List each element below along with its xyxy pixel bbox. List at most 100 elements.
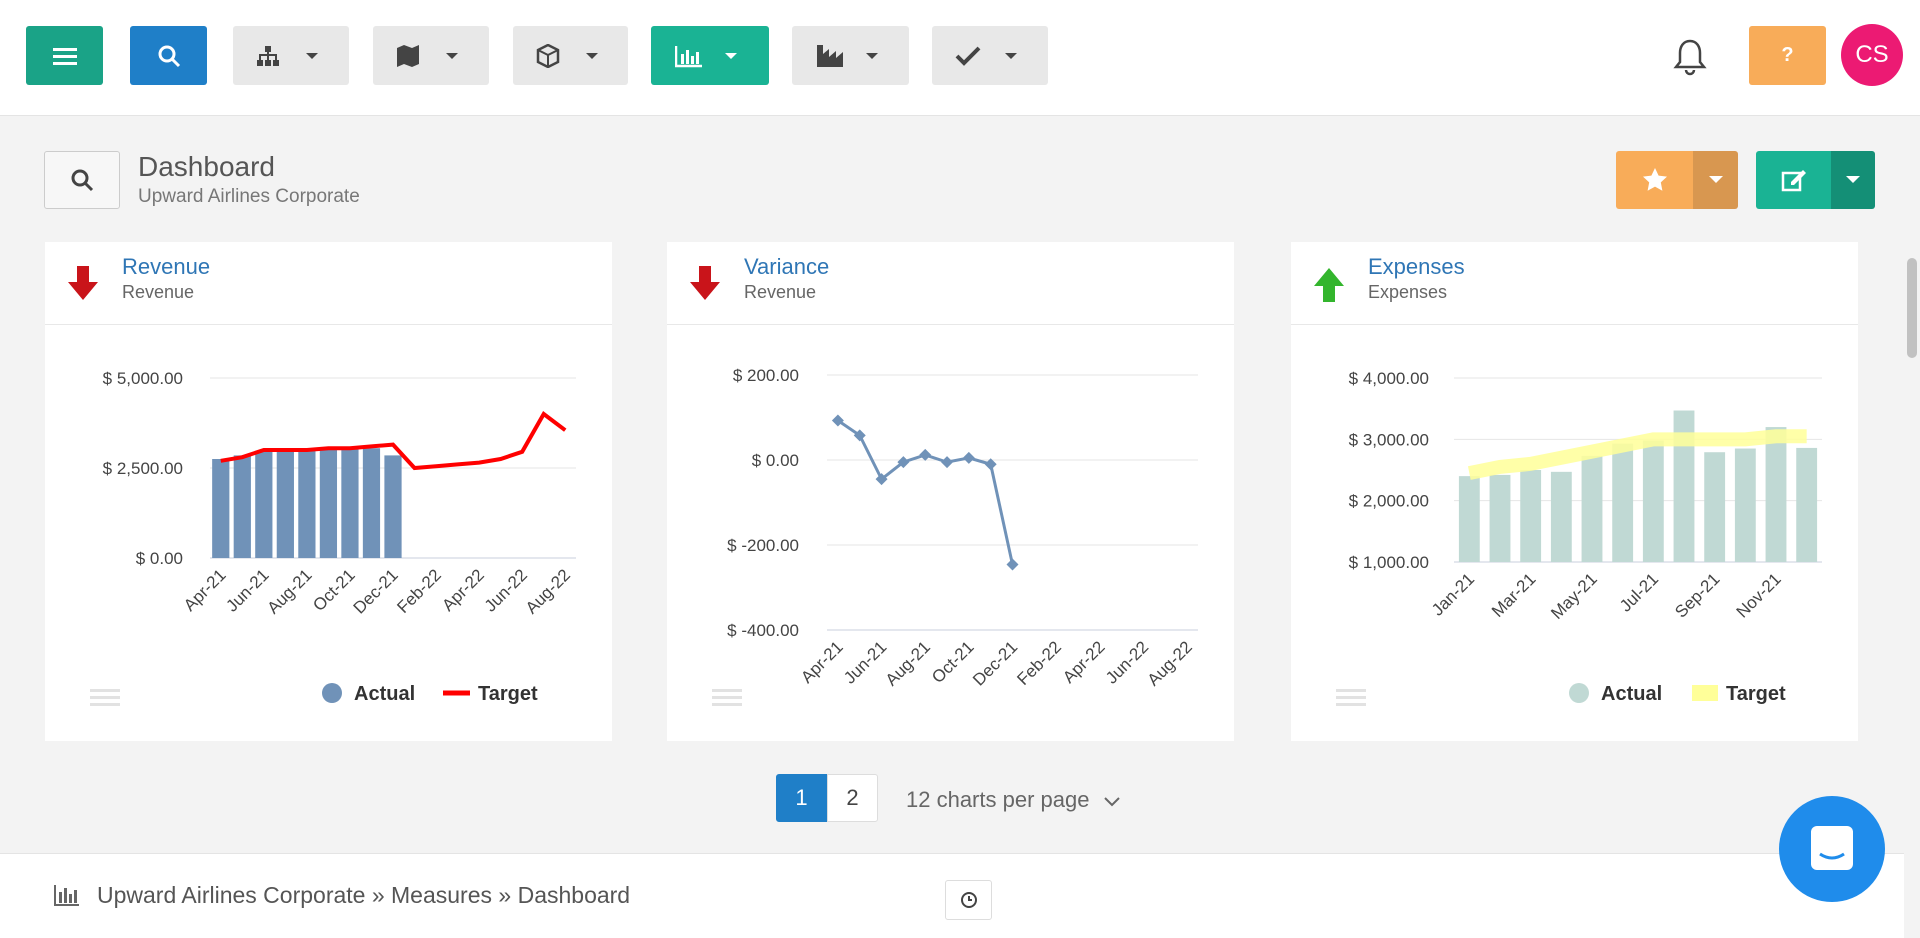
card-subtitle: Revenue: [122, 282, 195, 302]
drag-handle: [90, 689, 120, 692]
cube-menu[interactable]: [513, 26, 628, 85]
point-marker: [941, 456, 954, 469]
card-title[interactable]: Variance: [744, 254, 830, 279]
point-marker: [984, 458, 997, 471]
x-tick-label: Aug-22: [1144, 637, 1196, 689]
charts-menu[interactable]: [651, 26, 769, 85]
target-band: [1467, 429, 1807, 480]
search-button[interactable]: [130, 26, 207, 85]
x-tick-label: Dec-21: [969, 637, 1021, 689]
bar: [319, 450, 338, 558]
favorite-button[interactable]: [1616, 151, 1738, 209]
hierarchy-menu[interactable]: [233, 26, 349, 85]
dashboard-search[interactable]: [44, 151, 120, 209]
legend-swatch: [322, 683, 342, 703]
card-title[interactable]: Expenses: [1368, 254, 1465, 279]
tasks-menu[interactable]: [932, 26, 1048, 85]
x-tick-label: Oct-21: [309, 565, 359, 615]
x-tick-label: Feb-22: [1013, 637, 1065, 689]
toolbar: ? CS: [0, 0, 1920, 116]
x-tick-label: Jul-21: [1616, 569, 1662, 615]
bar: [1489, 474, 1511, 562]
y-tick-label: $ 5,000.00: [103, 369, 183, 388]
y-tick-label: $ 2,500.00: [103, 459, 183, 478]
drag-handle: [1336, 696, 1366, 699]
point-marker: [919, 448, 932, 461]
bar: [212, 459, 230, 558]
scrollbar: [1904, 242, 1920, 742]
point-marker: [831, 414, 844, 427]
drag-handle: [90, 696, 120, 699]
x-tick-label: Jun-22: [481, 565, 531, 615]
x-tick-label: Nov-21: [1733, 569, 1785, 621]
avatar[interactable]: CS: [1841, 24, 1903, 86]
chart-card: Revenue Revenue $ 0.00 $ 2,500.00 $ 5,000.00…: [45, 242, 612, 741]
y-tick-label: $ 0.00: [752, 451, 799, 470]
x-tick-label: Jun-21: [222, 565, 272, 615]
x-tick-label: Jun-22: [1102, 637, 1152, 687]
bar: [1765, 427, 1787, 562]
bar: [233, 455, 251, 558]
drag-handle: [1336, 689, 1366, 692]
x-tick-label: Apr-22: [438, 565, 488, 615]
per-page-label[interactable]: 12 charts per page: [906, 787, 1090, 812]
page-button[interactable]: 2: [827, 774, 878, 822]
card-subtitle: Expenses: [1368, 282, 1448, 302]
map-menu[interactable]: [373, 26, 489, 85]
bar: [1520, 470, 1542, 562]
legend-swatch: [1569, 683, 1589, 703]
chat-launcher[interactable]: [1779, 796, 1885, 902]
menu-button[interactable]: [26, 26, 103, 85]
y-tick-label: $ 0.00: [136, 549, 183, 568]
legend-label: Actual: [1601, 683, 1662, 705]
line: [220, 411, 567, 471]
x-tick-label: Feb-22: [393, 565, 445, 617]
edit-button[interactable]: [1756, 151, 1875, 209]
y-tick-label: $ -400.00: [727, 621, 799, 640]
chart-card: Variance Revenue $ -400.00 $ -200.00 $ 0.00 $…: [667, 242, 1234, 741]
page-button[interactable]: 1: [776, 774, 827, 822]
bar: [1612, 443, 1634, 562]
bar: [1734, 448, 1756, 562]
help-button[interactable]: ?: [1749, 26, 1826, 85]
drag-handle: [90, 703, 120, 706]
history-button[interactable]: [945, 880, 992, 920]
y-tick-label: $ -200.00: [727, 536, 799, 555]
bar: [1581, 455, 1603, 562]
x-tick-label: Aug-22: [522, 565, 574, 617]
chart: $ -400.00$ -200.00$ 0.00$ 200.00Apr-21Ju…: [712, 366, 1198, 706]
x-tick-label: Apr-22: [1059, 637, 1109, 687]
legend-label: Actual: [354, 683, 415, 705]
drag-handle: [712, 696, 742, 699]
y-tick-label: $ 3,000.00: [1349, 430, 1429, 449]
x-tick-label: Dec-21: [350, 565, 402, 617]
bar: [1796, 447, 1818, 562]
y-tick-label: $ 1,000.00: [1349, 553, 1429, 572]
dashboard-title: Dashboard: [138, 151, 275, 182]
x-tick-label: Aug-21: [882, 637, 934, 689]
notifications-icon[interactable]: [1672, 37, 1708, 77]
per-page-select[interactable]: 12 charts per page: [906, 787, 1120, 813]
x-tick-label: May-21: [1547, 569, 1601, 623]
card-title[interactable]: Revenue: [122, 254, 211, 279]
point-marker: [853, 429, 866, 442]
x-tick-label: Oct-21: [928, 637, 978, 687]
area-menu[interactable]: [792, 26, 909, 85]
y-tick-label: $ 2,000.00: [1349, 492, 1429, 511]
trend-down-icon: [690, 266, 720, 300]
bar: [298, 450, 316, 558]
trend-up-icon: [1314, 268, 1344, 302]
y-tick-label: $ 4,000.00: [1349, 369, 1429, 388]
x-tick-label: Apr-21: [797, 637, 847, 687]
bar: [1642, 440, 1664, 562]
bar: [1550, 471, 1572, 562]
point-marker: [962, 451, 975, 464]
bar: [1673, 410, 1695, 562]
x-tick-label: Apr-21: [180, 565, 230, 615]
bar: [1458, 476, 1480, 562]
breadcrumb: Upward Airlines Corporate » Measures » D…: [97, 882, 631, 908]
dashboard-subtitle: Upward Airlines Corporate: [138, 186, 360, 207]
trend-down-icon: [68, 266, 98, 300]
